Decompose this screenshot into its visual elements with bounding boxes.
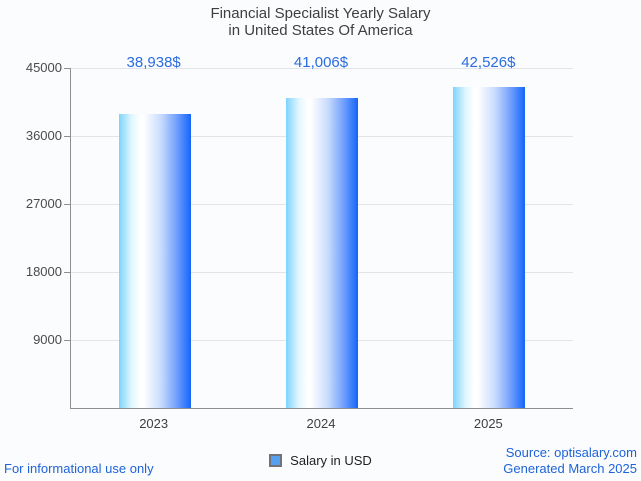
chart-title-line2: in United States Of America <box>228 22 413 39</box>
chart-title-line1: Financial Specialist Yearly Salary <box>210 5 431 22</box>
plot-area <box>70 68 573 409</box>
y-axis-tick <box>64 136 70 137</box>
y-axis-label: 27000 <box>25 196 62 211</box>
y-axis-tick <box>64 68 70 69</box>
y-axis-tick <box>64 204 70 205</box>
y-axis-tick <box>64 272 70 273</box>
legend: Salary in USD <box>0 453 641 468</box>
legend-swatch-icon <box>269 454 283 467</box>
footer-source-link[interactable]: Source: optisalary.com <box>505 445 637 460</box>
y-axis-label: 18000 <box>25 264 62 279</box>
footer-generated-text: Generated March 2025 <box>503 461 637 476</box>
x-axis-label-2025: 2025 <box>473 416 503 431</box>
value-label-2024: 41,006$ <box>293 54 349 71</box>
legend-label: Salary in USD <box>290 453 372 468</box>
x-axis-label-2024: 2024 <box>306 416 336 431</box>
y-axis-label: 45000 <box>25 60 62 75</box>
x-axis-label-2023: 2023 <box>139 416 169 431</box>
chart-title: Financial Specialist Yearly Salary in Un… <box>0 5 641 39</box>
footer-source-block: Source: optisalary.com Generated March 2… <box>503 445 637 477</box>
value-label-2023: 38,938$ <box>126 54 181 71</box>
y-axis-label: 36000 <box>25 128 62 143</box>
bar-2023[interactable] <box>118 114 191 408</box>
y-axis-label: 9000 <box>33 332 62 347</box>
bar-2025[interactable] <box>453 87 526 408</box>
footer-disclaimer: For informational use only <box>4 461 154 476</box>
value-label-2025: 42,526$ <box>461 54 516 71</box>
gridline <box>71 68 573 69</box>
bar-2024[interactable] <box>286 98 358 408</box>
y-axis-tick <box>64 340 70 341</box>
